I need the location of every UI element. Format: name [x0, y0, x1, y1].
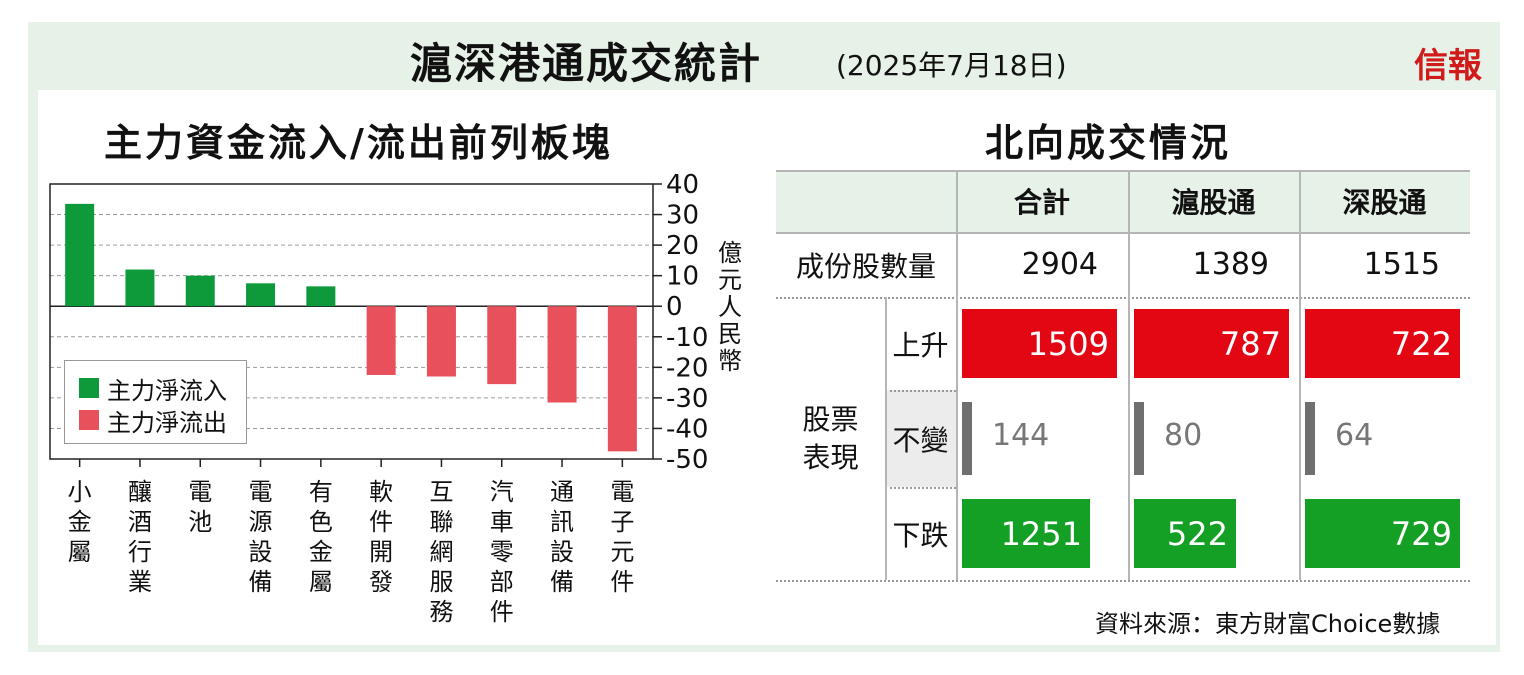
falling-bar: 522 — [1134, 499, 1236, 568]
unchanged-bar — [1134, 402, 1144, 475]
publisher-logo: 信報 — [1414, 46, 1482, 86]
bar — [65, 203, 95, 307]
source-note: 資料來源：東方財富Choice數據 — [1095, 610, 1441, 638]
bar — [246, 283, 276, 307]
category-label: 小金屬 — [67, 478, 92, 566]
legend-swatch-outflow — [79, 410, 99, 430]
column-header: 滬股通 — [1171, 186, 1256, 219]
unchanged-value: 80 — [1164, 418, 1203, 453]
legend-label-inflow: 主力淨流入 — [107, 376, 227, 405]
chart-title: 主力資金流入/流出前列板塊 — [104, 121, 613, 165]
bar — [185, 275, 215, 307]
y-tick-label: 20 — [666, 231, 699, 261]
constituents-label: 成份股數量 — [795, 249, 936, 283]
table-hline — [776, 232, 1470, 234]
category-label: 汽車零部件 — [489, 478, 514, 626]
y-tick-label: -20 — [666, 353, 708, 383]
legend-label-outflow: 主力淨流出 — [107, 408, 227, 437]
y-tick-label: -40 — [666, 414, 708, 444]
row-label: 上升 — [892, 328, 949, 362]
constituents-value: 2904 — [1021, 247, 1098, 282]
table-hline — [885, 390, 956, 392]
unchanged-bar — [962, 402, 972, 475]
table-hline — [776, 297, 1470, 299]
y-tick-label: -30 — [666, 384, 708, 414]
legend-item-outflow: 主力淨流出 — [79, 405, 227, 437]
bar — [487, 306, 517, 385]
table-hline — [776, 170, 1470, 172]
title-date: (2025年7月18日) — [836, 49, 1067, 82]
bar — [306, 286, 336, 307]
category-label: 通訊設備 — [550, 478, 575, 596]
plot-frame — [49, 183, 654, 460]
table-hline — [885, 487, 956, 489]
bar — [366, 306, 396, 375]
bar — [426, 306, 456, 377]
category-label: 軟件開發 — [369, 478, 394, 596]
table-hline — [776, 580, 1470, 582]
table-vline — [956, 170, 958, 580]
chart-legend: 主力淨流入 主力淨流出 — [64, 360, 247, 444]
unchanged-value: 64 — [1335, 418, 1374, 453]
y-tick-label: 0 — [666, 292, 683, 322]
y-tick-label: -10 — [666, 323, 708, 353]
bar — [607, 306, 637, 452]
y-tick-label: 40 — [666, 170, 699, 200]
falling-bar: 729 — [1305, 499, 1460, 568]
unchanged-label-bg — [885, 390, 956, 487]
category-label: 電源設備 — [248, 478, 273, 596]
constituents-value: 1515 — [1363, 247, 1440, 282]
y-tick-label: 30 — [666, 201, 699, 231]
unchanged-value: 144 — [992, 418, 1050, 453]
table-vline — [1128, 170, 1130, 580]
row-label: 下跌 — [892, 518, 949, 552]
rising-bar: 722 — [1305, 309, 1460, 378]
column-header: 合計 — [1013, 186, 1070, 219]
table-vline — [1299, 170, 1301, 580]
rising-bar: 1509 — [962, 309, 1117, 378]
category-label: 電子元件 — [610, 478, 635, 596]
unchanged-bar — [1305, 402, 1315, 475]
y-tick-label: 10 — [666, 262, 699, 292]
legend-swatch-inflow — [79, 378, 99, 398]
category-label: 電池 — [188, 478, 213, 536]
row-label: 不變 — [892, 423, 949, 457]
legend-item-inflow: 主力淨流入 — [79, 373, 227, 405]
table-vline — [885, 297, 887, 580]
falling-bar: 1251 — [962, 499, 1090, 568]
rising-bar: 787 — [1134, 309, 1289, 378]
page-title: 滬深港通成交統計 — [410, 39, 763, 88]
performance-group-label: 股票 表現 — [802, 402, 859, 474]
bar — [125, 269, 155, 307]
table-title: 北向成交情況 — [985, 121, 1232, 165]
category-label: 有色金屬 — [308, 478, 333, 596]
header-bg — [776, 170, 1470, 232]
column-header: 深股通 — [1342, 186, 1427, 219]
category-label: 互聯網服務 — [429, 478, 454, 626]
y-axis-label: 億元人民幣 — [718, 239, 742, 375]
y-tick-label: -50 — [666, 445, 708, 475]
constituents-value: 1389 — [1192, 247, 1269, 282]
bar — [547, 306, 577, 403]
category-label: 釀酒行業 — [127, 478, 152, 596]
